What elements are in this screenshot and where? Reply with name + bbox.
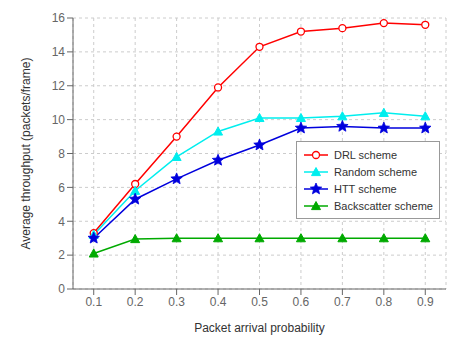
svg-text:12: 12 <box>52 79 66 93</box>
html-text:HTT scheme: HTT scheme <box>334 182 397 195</box>
svg-text:0.7: 0.7 <box>334 295 351 309</box>
svg-text:0.6: 0.6 <box>293 295 310 309</box>
svg-text:10: 10 <box>52 113 66 127</box>
svg-text:6: 6 <box>58 181 65 195</box>
svg-text:0: 0 <box>58 282 65 296</box>
html-text:Backscatter scheme: Backscatter scheme <box>334 199 433 212</box>
svg-text:0.9: 0.9 <box>417 295 434 309</box>
svg-text:0.4: 0.4 <box>210 295 227 309</box>
svg-text:0.5: 0.5 <box>251 295 268 309</box>
html-text:Random scheme: Random scheme <box>334 165 418 178</box>
svg-text:0.3: 0.3 <box>168 295 185 309</box>
svg-text:0.8: 0.8 <box>375 295 392 309</box>
html-text:DRL scheme: DRL scheme <box>334 148 398 161</box>
svg-text:16: 16 <box>52 11 66 25</box>
svg-text:0.1: 0.1 <box>85 295 102 309</box>
svg-text:0.2: 0.2 <box>127 295 144 309</box>
svg-text:2: 2 <box>58 248 65 262</box>
svg-text:Packet arrival probability: Packet arrival probability <box>194 321 325 335</box>
svg-text:4: 4 <box>58 215 65 229</box>
svg-text:8: 8 <box>58 147 65 161</box>
svg-text:Average throughput (packets/fr: Average throughput (packets/frame) <box>19 58 33 250</box>
svg-text:14: 14 <box>52 45 66 59</box>
